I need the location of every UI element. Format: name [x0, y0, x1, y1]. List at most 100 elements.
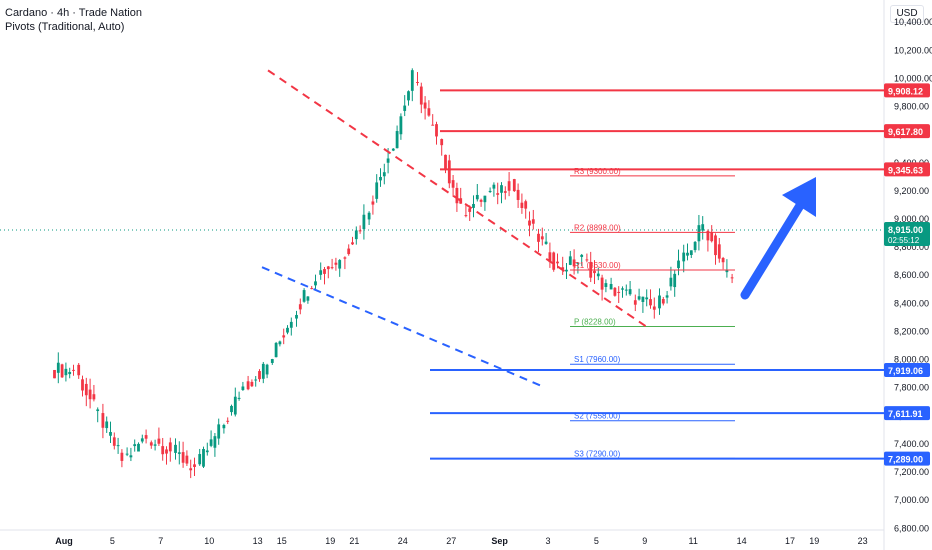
candle-body	[174, 444, 177, 453]
time-tick-label: 9	[642, 536, 647, 546]
candle-body	[658, 295, 661, 309]
candle-body	[561, 267, 565, 270]
time-tick-label: 19	[809, 536, 819, 546]
candle-body	[617, 291, 621, 293]
price-tick-label: 8,200.00	[894, 326, 929, 336]
price-tick-label: 10,000.00	[894, 73, 932, 83]
candle-body	[278, 341, 282, 345]
pivot-label: P (8228.00)	[574, 318, 616, 327]
time-tick-label: 15	[277, 536, 287, 546]
chart-legend: Cardano · 4h · Trade Nation Pivots (Trad…	[5, 6, 142, 34]
candle-body	[205, 450, 209, 453]
candle-body	[96, 409, 100, 412]
price-tick-label: 7,200.00	[894, 467, 929, 477]
candle-body	[459, 198, 463, 204]
candle-body	[593, 270, 596, 274]
candle-body	[682, 252, 686, 262]
level-price-label: 9,617.80	[888, 127, 923, 137]
candle-body	[556, 261, 559, 264]
price-tick-label: 10,200.00	[894, 45, 932, 55]
candle-body	[261, 363, 265, 379]
candle-body	[585, 259, 589, 261]
candle-body	[637, 296, 641, 300]
candle-body	[565, 269, 568, 272]
candle-body	[77, 364, 81, 376]
candle-body	[153, 444, 157, 446]
candle-body	[717, 244, 721, 259]
resistance-price-tag	[884, 124, 930, 139]
price-tick-label: 6,800.00	[894, 523, 929, 533]
candle-body	[217, 424, 221, 439]
support-price-tag	[884, 406, 930, 421]
candle-body	[609, 283, 613, 290]
candle-body	[697, 225, 701, 242]
candle-body	[440, 139, 444, 146]
candle-body	[343, 257, 347, 259]
candle-body	[496, 193, 500, 195]
resistance-price-tag	[884, 162, 930, 177]
candle-body	[330, 267, 334, 269]
candle-body	[237, 397, 241, 399]
candle-body	[326, 266, 330, 270]
candle-body	[140, 438, 144, 442]
candle-body	[455, 187, 459, 204]
candle-body	[483, 195, 487, 203]
candle-body	[600, 277, 604, 290]
candle-body	[531, 219, 535, 224]
pivot-label: R1 (8630.00)	[574, 261, 621, 270]
candle-body	[105, 421, 109, 429]
candle-body	[677, 260, 680, 269]
candle-body	[520, 202, 524, 209]
candle-body	[444, 154, 447, 171]
candle-body	[379, 176, 382, 181]
candle-body	[358, 230, 362, 232]
candle-body	[451, 180, 455, 188]
candle-body	[101, 413, 105, 428]
candle-body	[53, 369, 56, 379]
candle-body	[500, 185, 503, 193]
forecast-arrow-shaft	[740, 194, 809, 300]
candle-body	[165, 449, 168, 454]
candle-body	[633, 300, 637, 305]
candle-body	[362, 214, 366, 230]
candle-body	[492, 184, 496, 189]
candle-body	[665, 295, 669, 298]
candle-body	[133, 444, 137, 447]
symbol-title[interactable]: Cardano · 4h · Trade Nation	[5, 7, 142, 19]
candle-body	[399, 116, 403, 135]
candle-body	[706, 230, 710, 241]
candle-body	[56, 362, 60, 373]
candle-body	[270, 359, 274, 363]
level-price-label: 7,919.06	[888, 366, 923, 376]
candle-body	[168, 442, 172, 452]
candle-body	[371, 201, 375, 205]
level-price-label: 7,289.00	[888, 455, 923, 465]
candle-body	[289, 321, 293, 328]
indicator-title[interactable]: Pivots (Traditional, Auto)	[5, 21, 125, 33]
candle-body	[282, 335, 286, 338]
candle-body	[507, 181, 511, 191]
candle-body	[423, 102, 427, 109]
time-tick-label: 3	[545, 536, 550, 546]
candle-body	[568, 256, 572, 265]
candle-body	[407, 91, 410, 101]
currency-button[interactable]: USD	[890, 5, 924, 23]
candle-body	[250, 381, 254, 387]
candle-body	[226, 420, 230, 422]
pivot-label: S2 (7558.00)	[574, 412, 621, 421]
candle-body	[64, 368, 68, 376]
candle-body	[84, 383, 88, 396]
price-tick-label: 7,800.00	[894, 383, 929, 393]
candle-body	[524, 201, 528, 209]
price-tick-label: 8,000.00	[894, 355, 929, 365]
candle-body	[68, 371, 72, 375]
candle-body	[129, 455, 133, 458]
price-tick-label: 7,000.00	[894, 495, 929, 505]
candle-body	[475, 194, 479, 200]
candle-body	[645, 297, 649, 300]
price-tick-label: 7,400.00	[894, 439, 929, 449]
candle-body	[375, 182, 379, 199]
candle-body	[137, 443, 140, 452]
time-tick-label: 13	[253, 536, 263, 546]
